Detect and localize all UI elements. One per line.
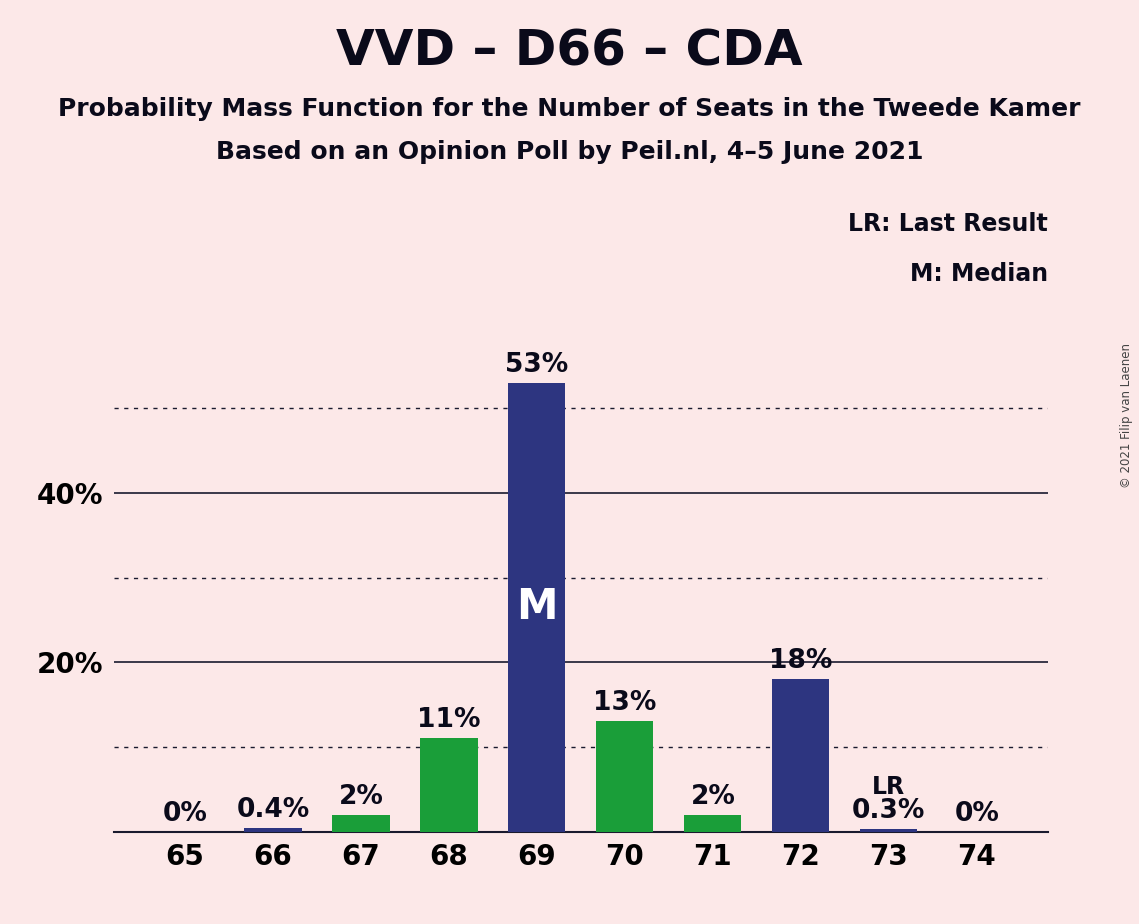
Text: 11%: 11% xyxy=(417,708,481,734)
Text: 18%: 18% xyxy=(769,648,833,675)
Bar xyxy=(772,679,829,832)
Text: LR: LR xyxy=(872,775,906,799)
Text: © 2021 Filip van Laenen: © 2021 Filip van Laenen xyxy=(1121,344,1133,488)
Text: VVD – D66 – CDA: VVD – D66 – CDA xyxy=(336,28,803,76)
Text: 53%: 53% xyxy=(506,352,568,378)
Bar xyxy=(420,738,477,832)
Bar xyxy=(685,815,741,832)
Text: 2%: 2% xyxy=(690,784,736,809)
Bar xyxy=(508,383,565,832)
Text: 0%: 0% xyxy=(163,800,207,826)
Bar xyxy=(597,722,654,832)
Text: Probability Mass Function for the Number of Seats in the Tweede Kamer: Probability Mass Function for the Number… xyxy=(58,97,1081,121)
Text: M: Median: M: Median xyxy=(910,262,1048,286)
Text: 0.3%: 0.3% xyxy=(852,798,926,824)
Text: 0.4%: 0.4% xyxy=(236,797,310,823)
Bar xyxy=(333,815,390,832)
Text: 13%: 13% xyxy=(593,690,656,716)
Bar xyxy=(860,829,917,832)
Text: 2%: 2% xyxy=(338,784,384,809)
Bar xyxy=(245,828,302,832)
Text: M: M xyxy=(516,586,558,628)
Text: Based on an Opinion Poll by Peil.nl, 4–5 June 2021: Based on an Opinion Poll by Peil.nl, 4–5… xyxy=(215,140,924,164)
Text: LR: Last Result: LR: Last Result xyxy=(849,212,1048,236)
Text: 0%: 0% xyxy=(954,800,999,826)
